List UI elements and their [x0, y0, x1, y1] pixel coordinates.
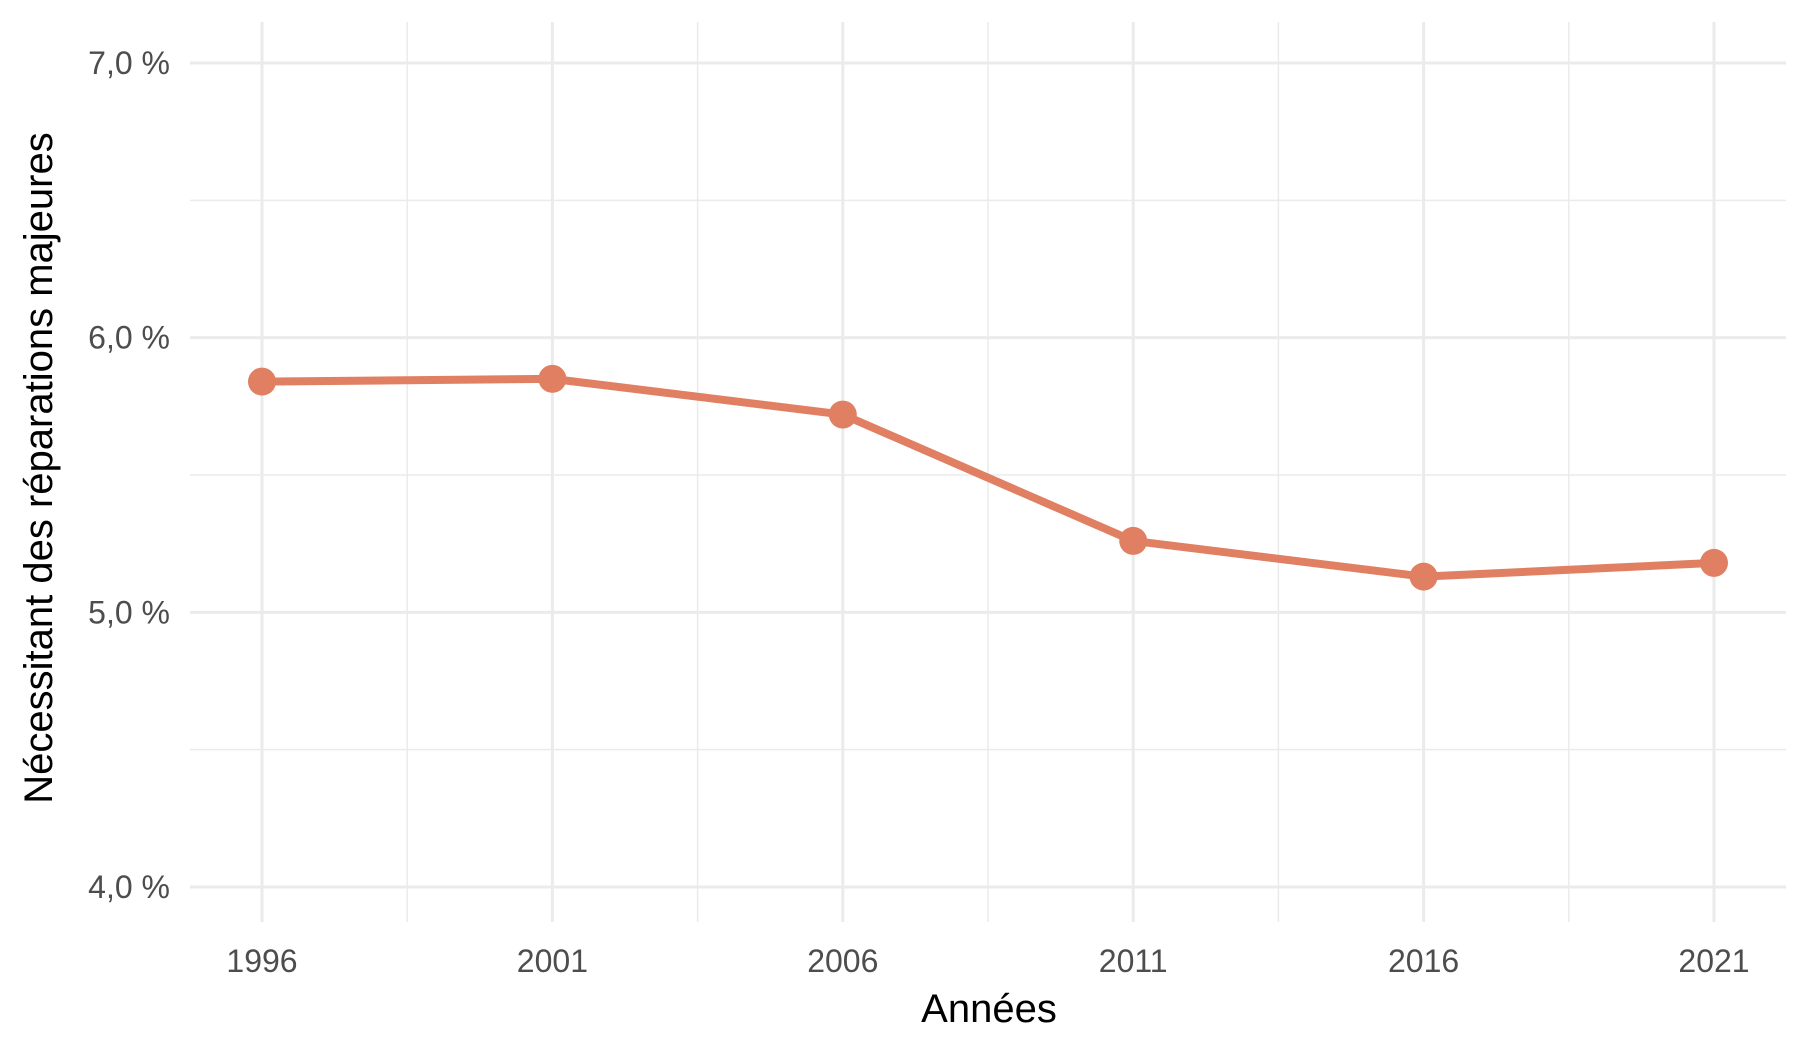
data-point-2006 — [828, 400, 857, 429]
data-point-1996 — [248, 367, 276, 396]
data-point-2001 — [538, 364, 567, 393]
x-tick-label: 2001 — [517, 943, 588, 979]
major-gridlines — [190, 22, 1786, 922]
y-tick-label: 6,0 % — [88, 320, 170, 356]
y-tick-label: 7,0 % — [88, 45, 170, 81]
data-point-2021 — [1700, 548, 1728, 577]
series-line — [258, 374, 1718, 581]
y-axis-title: Nécessitant des réparations majeures — [17, 132, 61, 803]
x-tick-label: 2021 — [1678, 943, 1749, 979]
x-tick-label: 1996 — [226, 943, 297, 979]
x-tick-label: 2011 — [1099, 943, 1168, 979]
points-layer — [248, 364, 1728, 591]
y-tick-label: 4,0 % — [88, 869, 170, 905]
series-layer — [258, 374, 1718, 581]
y-axis-ticks: 4,0 % 5,0 % 6,0 % 7,0 % — [88, 45, 170, 905]
y-tick-label: 5,0 % — [88, 594, 170, 630]
x-tick-label: 2016 — [1388, 943, 1459, 979]
data-point-2011 — [1119, 526, 1148, 555]
x-tick-label: 2006 — [807, 943, 878, 979]
x-axis-ticks: 1996 2001 2006 2011 2016 2021 — [226, 943, 1749, 979]
data-point-2016 — [1409, 562, 1438, 591]
x-axis-title: Années — [921, 987, 1057, 1031]
minor-gridlines — [190, 22, 1786, 922]
